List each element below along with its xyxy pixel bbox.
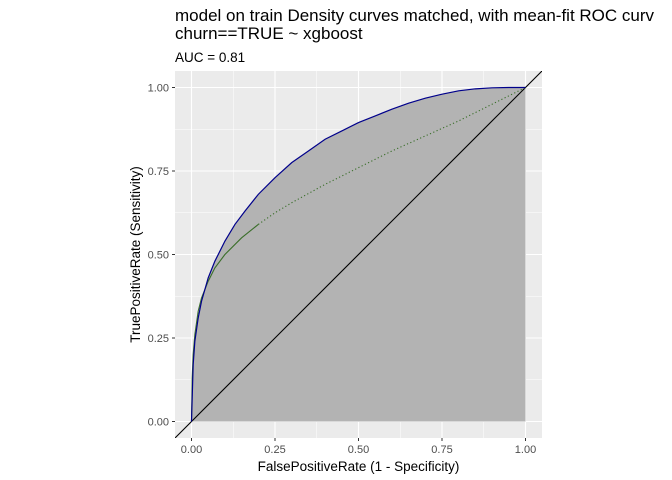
x-axis: 0.00 0.25 0.50 0.75 1.00	[181, 438, 536, 456]
x-tick-label: 0.00	[181, 444, 202, 456]
empirical-roc-curve	[190, 86, 526, 422]
x-tick-label: 0.25	[264, 444, 285, 456]
x-tick-label: 0.50	[348, 444, 369, 456]
y-tick-label: 0.00	[148, 417, 169, 429]
x-tick-label: 0.75	[431, 444, 452, 456]
y-tick-label: 0.75	[148, 166, 169, 178]
y-tick-label: 0.50	[148, 250, 169, 262]
chart-subtitle: AUC = 0.81	[175, 50, 245, 65]
x-axis-label: FalsePositiveRate (1 - Specificity)	[258, 459, 460, 474]
chart-title-line2: churn==TRUE ~ xgboost	[175, 24, 363, 43]
y-axis: 0.00 0.25 0.50 0.75 1.00	[148, 83, 175, 429]
y-tick-label: 0.25	[148, 333, 169, 345]
x-tick-label: 1.00	[515, 444, 536, 456]
chart-title: model on train Density curves matched, w…	[175, 6, 655, 25]
y-tick-label: 1.00	[148, 83, 169, 95]
y-axis-label: TruePositiveRate (Sensitivity)	[128, 166, 143, 343]
diagonal-reference-line	[175, 71, 542, 438]
fitted-roc-curve-dotted	[257, 87, 526, 225]
